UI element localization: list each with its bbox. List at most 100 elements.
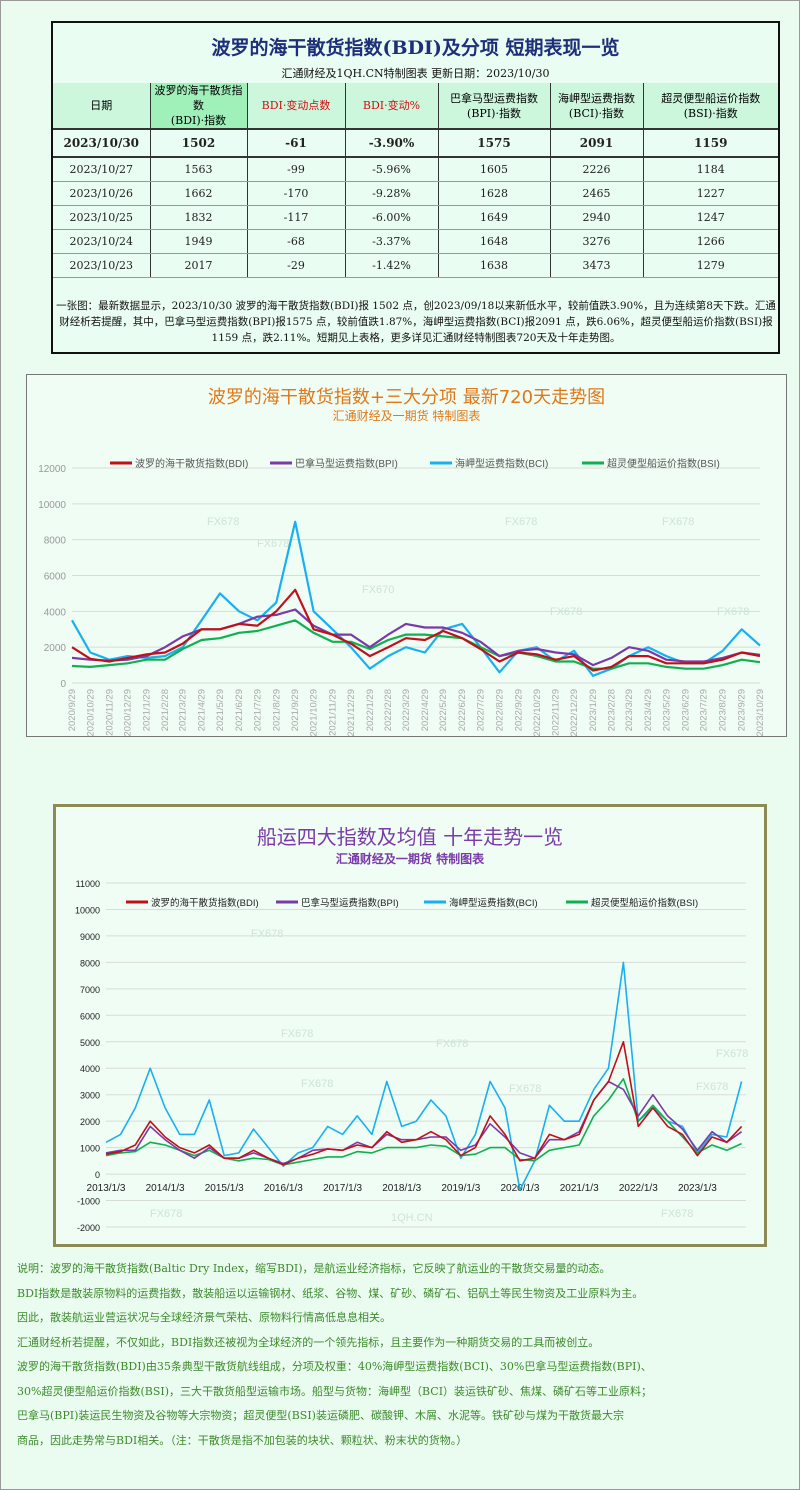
watermark: FX678 [505, 516, 537, 528]
series-line-bsi [71, 619, 761, 670]
table-cell: 1563 [150, 157, 248, 182]
table-cell: 1502 [150, 129, 248, 158]
table-cell: 1605 [438, 157, 551, 182]
watermark: FX678 [251, 928, 283, 940]
y-tick-label: 6000 [80, 1011, 100, 1021]
x-tick-label: 2021/6/29 [234, 689, 245, 731]
y-tick-label: 8000 [44, 536, 67, 547]
x-tick-label: 2017/1/3 [323, 1183, 362, 1194]
column-header-text: (BPI)·指数 [467, 106, 521, 120]
y-tick-label: 10000 [75, 905, 100, 915]
legend-label: 海岬型运费指数(BCI) [455, 457, 548, 470]
y-tick-label: 2000 [80, 1117, 100, 1127]
x-tick-label: 2023/5/29 [661, 689, 672, 731]
table-cell: 2465 [550, 181, 644, 206]
column-header: 日期 [53, 83, 151, 130]
table-cell: 2023/10/30 [53, 129, 151, 158]
watermark: FX678 [661, 1208, 693, 1220]
watermark: 1QH.CN [391, 1212, 433, 1224]
x-tick-label: 2021/3/29 [178, 689, 189, 731]
table-cell: 1649 [438, 205, 551, 230]
x-tick-label: 2020/9/29 [67, 689, 78, 731]
y-tick-label: 12000 [38, 464, 66, 475]
bdi-table: 日期 波罗的海干散货指数 (BDI)·指数 BDI·变动点数 BDI·变动% 巴拿马型运费… [53, 83, 778, 278]
y-tick-label: 6000 [44, 572, 67, 583]
watermark: FX678 [150, 1208, 182, 1220]
y-tick-label: 4000 [80, 1064, 100, 1074]
x-tick-label: 2022/10/29 [532, 689, 543, 737]
column-header-text: 超灵便型船运价指数 [661, 91, 761, 105]
series-line-bdi [105, 1041, 743, 1166]
note-line: 说明：波罗的海干散货指数(Baltic Dry Index，缩写BDI)，是航运… [17, 1262, 611, 1275]
note-line: BDI指数是散装原物料的运费指数，散装船运以运输钢材、纸浆、谷物、煤、矿砂、磷矿… [17, 1286, 644, 1300]
watermark: FX670 [362, 584, 394, 596]
legend-label: 海岬型运费指数(BCI) [449, 897, 538, 909]
table-cell: 1648 [438, 229, 551, 254]
column-header: 海岬型运费指数 (BCI)·指数 [550, 83, 644, 130]
x-tick-label: 2021/10/29 [309, 689, 320, 737]
table-cell: 1227 [643, 181, 778, 206]
table-cell: -29 [247, 253, 346, 278]
table-cell: 1832 [150, 205, 248, 230]
table-cell: -9.28% [345, 181, 439, 206]
column-header-text: BDI·变动% [362, 99, 421, 112]
legend-label: 超灵便型船运价指数(BSI) [591, 897, 698, 909]
x-tick-label: 2023/7/29 [699, 689, 710, 731]
x-tick-label: 2022/2/28 [383, 689, 394, 731]
y-tick-label: 5000 [80, 1038, 100, 1048]
table-cell: 2023/10/27 [53, 157, 151, 182]
x-tick-label: 2023/9/29 [737, 689, 748, 731]
table-cell: 1159 [643, 129, 778, 158]
y-tick-label: 3000 [80, 1091, 100, 1101]
column-header: 超灵便型船运价指数 (BSI)·指数 [643, 83, 778, 130]
y-tick-label: 0 [60, 679, 66, 690]
chart2-title: 船运四大指数及均值 十年走势一览 [256, 825, 564, 849]
series-line-bci [105, 961, 743, 1191]
table-row: 2023/10/26 1662 -170 -9.28% 1628 2465 1227 [53, 181, 778, 206]
y-tick-label: 2000 [44, 643, 67, 654]
x-tick-label: 2020/11/29 [104, 689, 115, 736]
table-cell: -5.96% [345, 157, 439, 182]
column-header: 巴拿马型运费指数 (BPI)·指数 [438, 83, 551, 130]
watermark: FX678 [717, 606, 749, 618]
table-row: 2023/10/30 1502 -61 -3.90% 1575 2091 1159 [53, 129, 778, 158]
column-header-text: BDI·变动点数 [261, 99, 331, 112]
watermark: FX678 [509, 1083, 541, 1095]
table-cell: 2017 [150, 253, 248, 278]
table-row: 2023/10/27 1563 -99 -5.96% 1605 2226 1184 [53, 157, 778, 182]
watermark: FX678 [716, 1048, 748, 1060]
x-tick-label: 2021/2/28 [160, 689, 171, 731]
notes-section: 说明：波罗的海干散货指数(Baltic Dry Index，缩写BDI)，是航运… [17, 1257, 652, 1453]
legend-label: 巴拿马型运费指数(BPI) [295, 457, 398, 470]
x-tick-label: 2021/1/3 [560, 1183, 599, 1194]
y-tick-label: 4000 [44, 607, 67, 618]
table-cell: 1575 [438, 129, 551, 158]
table-title: 波罗的海干散货指数(BDI)及分项 短期表现一览 [211, 37, 620, 59]
column-header-text: (BSI)·指数 [683, 106, 738, 120]
table-subtitle: 汇通财经及1QH.CN特制图表 更新日期：2023/10/30 [281, 67, 550, 80]
legend-label: 巴拿马型运费指数(BPI) [301, 897, 399, 909]
x-tick-label: 2020/10/29 [85, 689, 96, 737]
chart1-title: 波罗的海干散货指数+三大分项 最新720天走势图 [207, 387, 606, 408]
table-cell: -3.37% [345, 229, 439, 254]
watermark: FX678 [301, 1078, 333, 1090]
table-cell: -61 [247, 129, 346, 158]
y-tick-label: 9000 [80, 932, 100, 942]
chart-720-day-panel: 波罗的海干散货指数+三大分项 最新720天走势图 汇通财经及一期货 特制图表 0… [26, 374, 787, 737]
y-tick-label: -2000 [77, 1223, 100, 1233]
table-cell: 1247 [643, 205, 778, 230]
x-tick-label: 2022/9/29 [513, 689, 524, 731]
x-tick-label: 2023/6/29 [680, 689, 691, 731]
note-line: 巴拿马(BPI)装运民生物资及谷物等大宗物资；超灵便型(BSI)装运磷肥、碳酸钾… [17, 1409, 624, 1422]
x-tick-label: 2021/8/29 [271, 689, 282, 731]
x-tick-label: 2022/1/3 [619, 1183, 658, 1194]
table-cell: 2023/10/25 [53, 205, 151, 230]
table-cell: 1628 [438, 181, 551, 206]
legend-label: 波罗的海干散货指数(BDI) [135, 457, 248, 470]
x-tick-label: 2021/12/29 [346, 689, 357, 737]
x-tick-label: 2022/7/29 [476, 689, 487, 731]
column-header-text: 海岬型运费指数 [558, 91, 635, 105]
table-row: 2023/10/25 1832 -117 -6.00% 1649 2940 1247 [53, 205, 778, 230]
table-cell: 2023/10/24 [53, 229, 151, 254]
watermark: FX678 [550, 606, 582, 618]
